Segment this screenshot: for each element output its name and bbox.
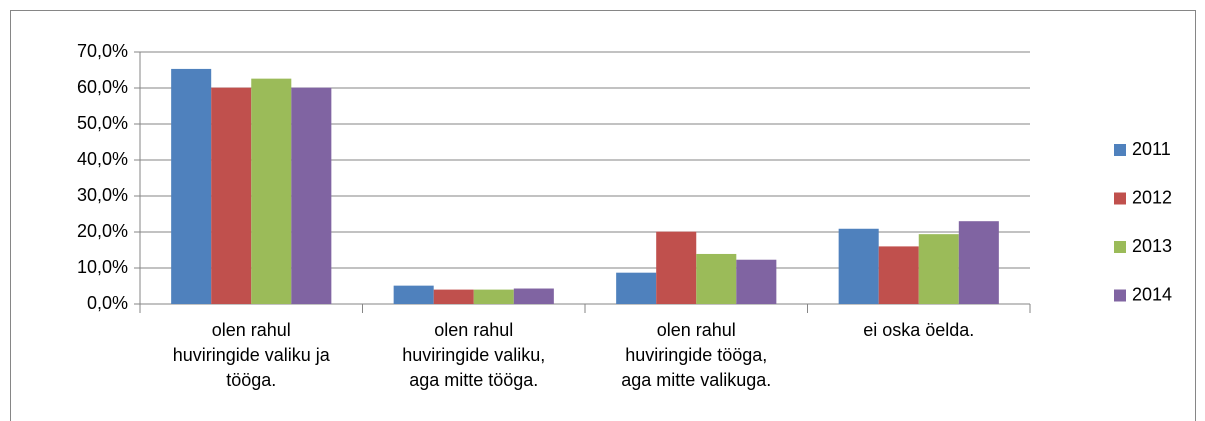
bar [433,289,474,304]
legend-label: 2011 [1132,139,1171,159]
bar [291,87,332,304]
y-tick-label: 20,0% [77,221,128,241]
bar [211,87,252,304]
bar [958,221,999,304]
bar [513,288,554,304]
x-tick-label: olen rahul huviringide valiku, aga mitte t… [402,320,545,390]
y-tick-label: 0,0% [87,293,128,313]
y-tick-label: 60,0% [77,77,128,97]
bar [736,259,777,304]
y-tick-label: 50,0% [77,113,128,133]
legend-swatch [1114,289,1126,302]
bar [878,246,919,304]
y-tick-label: 40,0% [77,149,128,169]
y-tick-label: 10,0% [77,257,128,277]
bar [473,289,514,304]
legend-swatch [1114,192,1126,205]
bar [696,253,737,304]
y-tick-label: 30,0% [77,185,128,205]
bar [171,68,212,304]
bar [656,231,697,304]
legend-swatch [1114,241,1126,253]
bar [616,272,657,304]
y-tick-label: 70,0% [77,41,128,61]
legend-label: 2014 [1132,284,1172,304]
x-tick-label: ei oska öelda. [863,320,974,340]
x-tick-label: olen rahul huviringide tööga, aga mitte va… [621,320,771,390]
legend-label: 2012 [1132,187,1172,207]
x-tick-label: olen rahul huviringide valiku ja tööga. [173,320,331,390]
bar [838,228,879,304]
bar [393,285,434,304]
legend-label: 2013 [1132,236,1172,256]
bar [918,234,959,304]
chart-frame [10,10,1196,421]
bar [251,78,292,304]
legend-swatch [1114,144,1126,156]
